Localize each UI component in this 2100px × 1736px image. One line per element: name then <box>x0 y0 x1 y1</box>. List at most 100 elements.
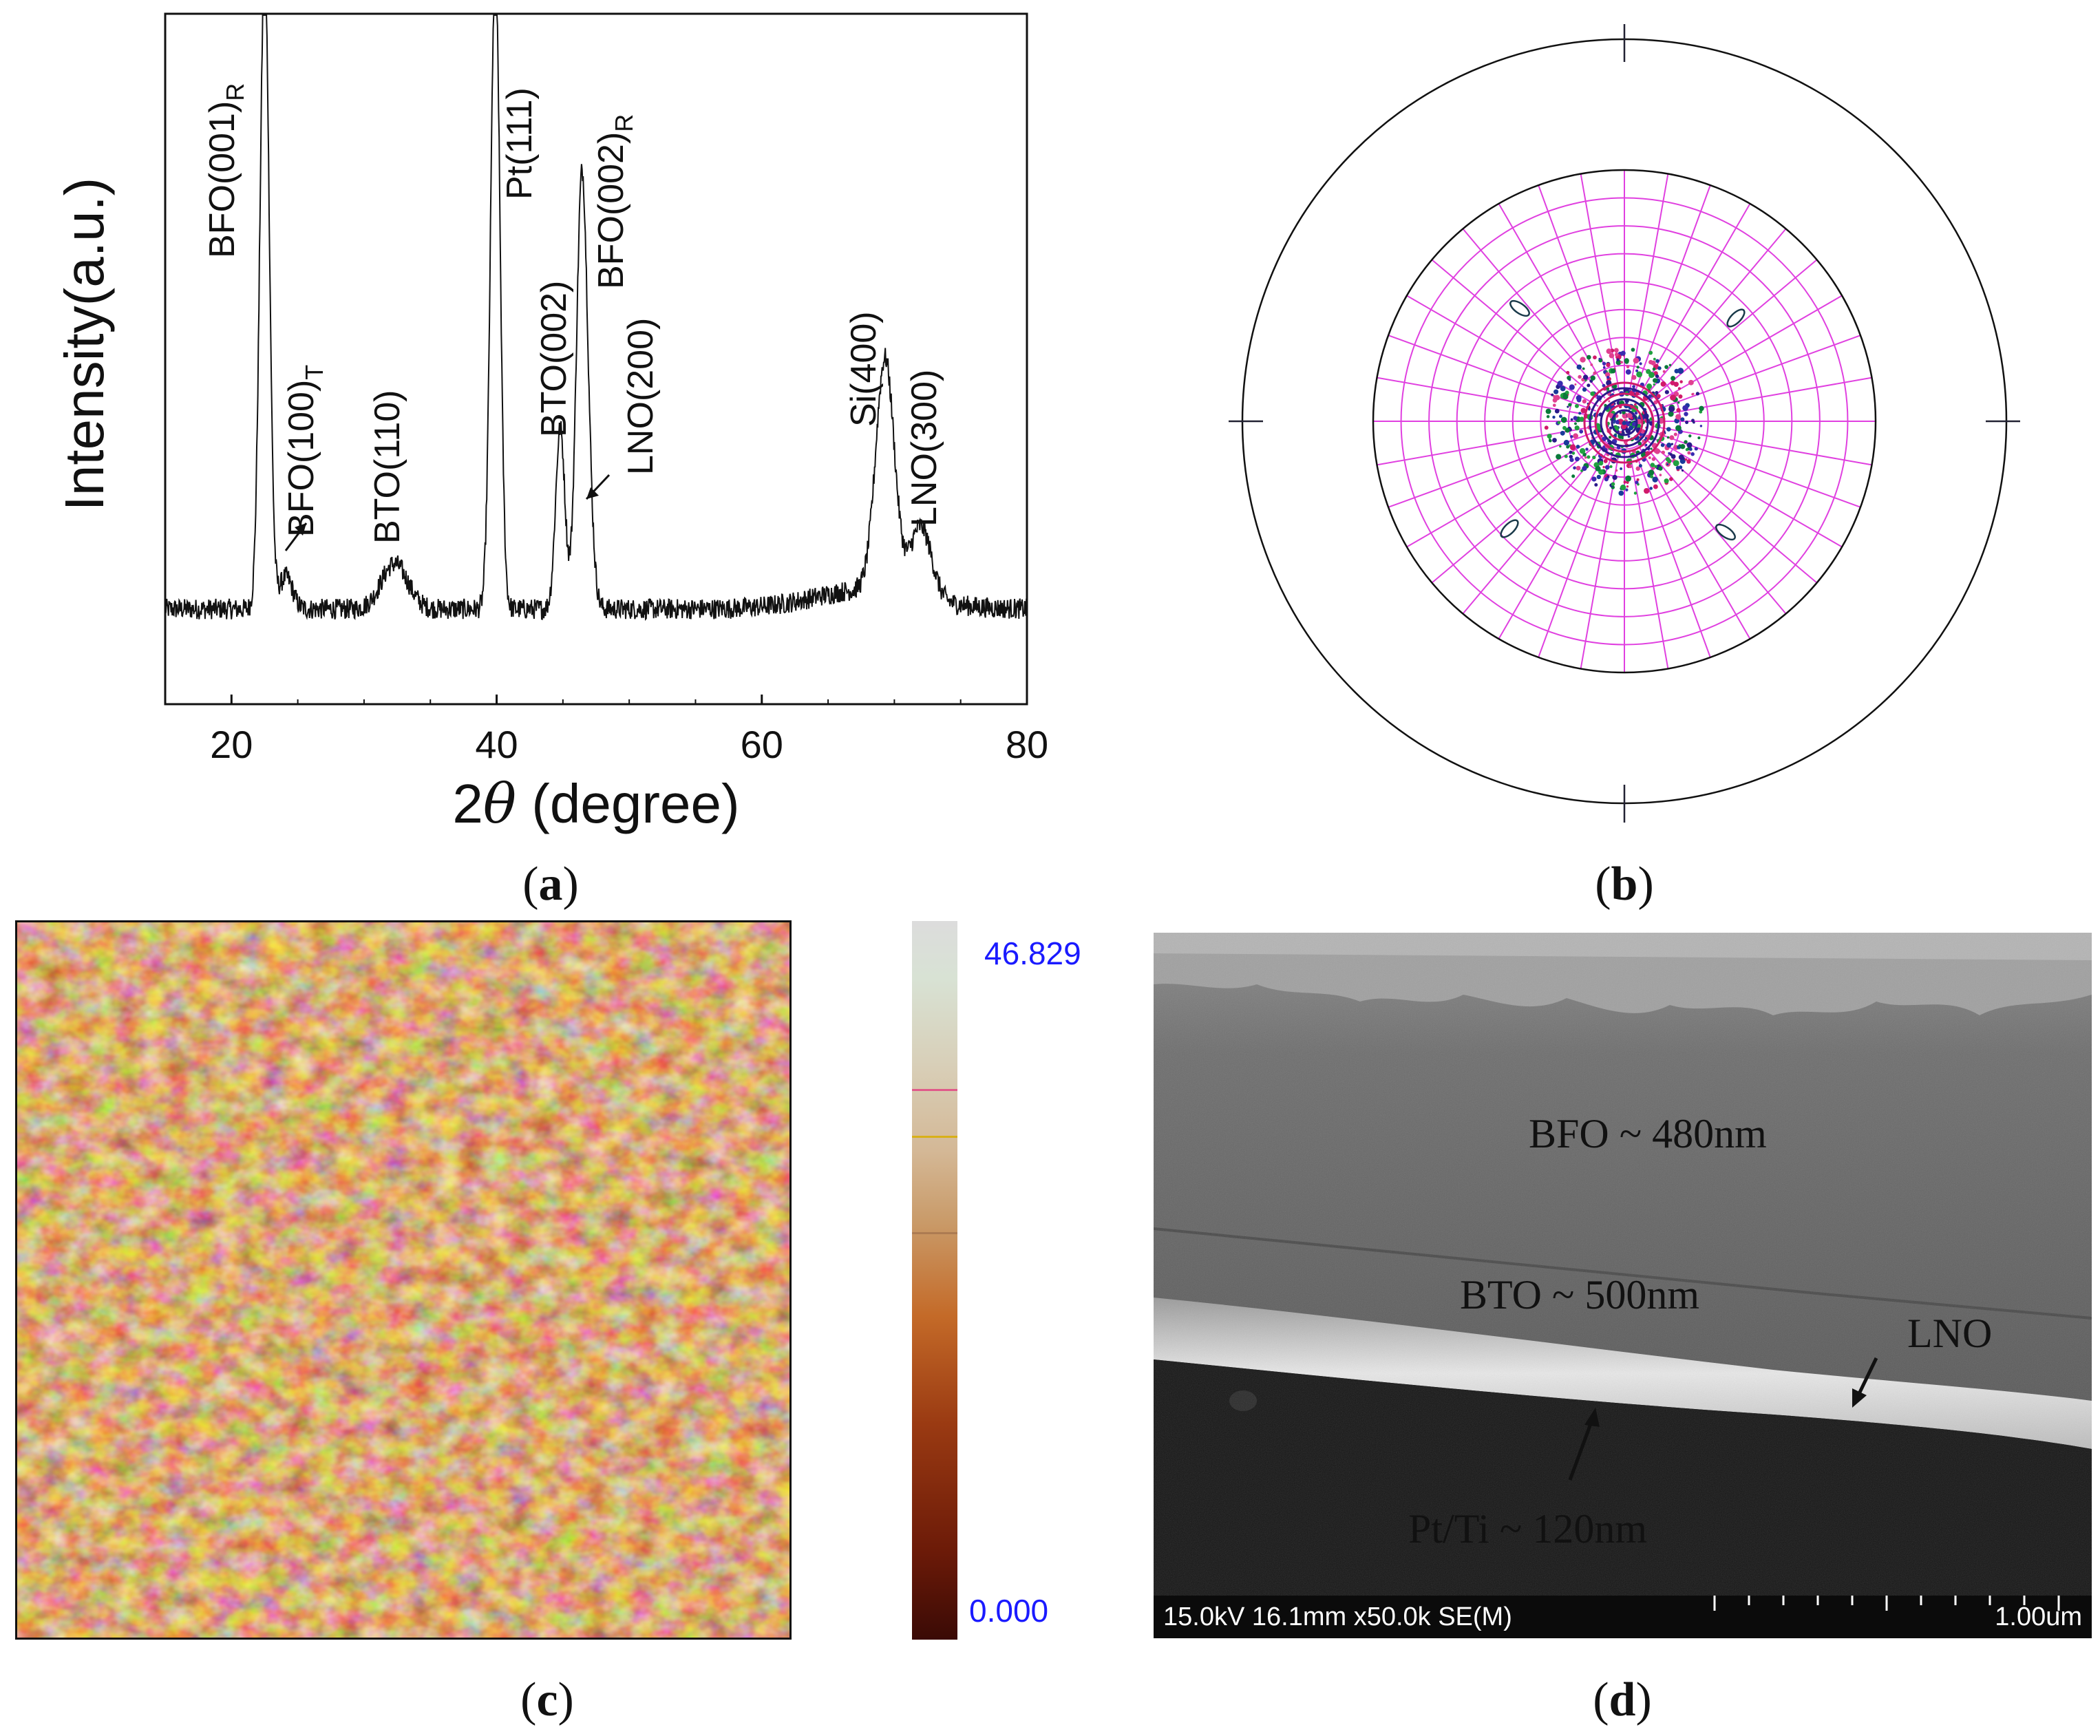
center-dot <box>1632 385 1635 389</box>
pole-figure <box>1229 24 2020 823</box>
center-dot <box>1545 408 1551 414</box>
grid-spoke <box>1653 377 1872 417</box>
center-dot <box>1613 421 1615 424</box>
center-dot <box>1633 491 1637 495</box>
colorbar-max-value: 46.829 <box>984 935 1081 971</box>
center-dot <box>1658 466 1663 471</box>
center-dot <box>1609 352 1615 359</box>
peak-annotations: BFO(001)R BFO(100)T BTO(110) Pt(111) BTO(002… <box>202 83 944 544</box>
center-dot <box>1671 443 1674 445</box>
center-dot <box>1574 425 1580 431</box>
center-dot <box>1687 451 1691 455</box>
center-dot <box>1580 357 1586 363</box>
center-dot <box>1623 480 1627 484</box>
center-dot <box>1615 420 1620 425</box>
center-dot <box>1653 357 1656 361</box>
center-dot <box>1582 367 1585 370</box>
center-dot <box>1653 378 1657 383</box>
center-dot <box>1668 363 1672 367</box>
grid-spoke <box>1646 440 1818 584</box>
center-dot <box>1649 487 1653 490</box>
center-ring <box>1589 387 1660 458</box>
center-dot <box>1569 450 1573 454</box>
sem-cross-section: BFO ~ 480nm BTO ~ 500nm LNO Pt/Ti ~ 120n… <box>1154 933 2092 1638</box>
center-dot <box>1595 465 1601 472</box>
center-dot <box>1680 417 1685 422</box>
label-bto: BTO ~ 500nm <box>1460 1272 1700 1317</box>
center-dot <box>1638 464 1642 468</box>
grid-spoke <box>1377 425 1595 466</box>
center-dot <box>1562 425 1567 430</box>
sem-acquisition-info: 15.0kV 16.1mm x50.0k SE(M) <box>1163 1602 1512 1631</box>
center-dot <box>1648 350 1653 355</box>
center-dot <box>1576 364 1582 370</box>
center-dot <box>1553 389 1559 394</box>
y-axis-label: Intensity(a.u.) <box>54 178 115 511</box>
afm-image <box>15 920 792 1640</box>
center-dot <box>1675 425 1682 432</box>
x-tick-labels: 20 40 60 80 <box>210 723 1048 766</box>
center-dot <box>1600 434 1603 437</box>
center-dot <box>1593 371 1597 375</box>
center-dot <box>1676 407 1681 413</box>
center-dot <box>1552 398 1558 403</box>
grid-spoke <box>1646 259 1818 403</box>
center-dot <box>1645 443 1648 447</box>
plot-frame <box>164 12 1028 706</box>
center-dot <box>1636 371 1643 378</box>
colorbar-marker-pink <box>912 1089 957 1091</box>
center-dot <box>1636 478 1640 481</box>
center-dot <box>1620 467 1623 470</box>
center-dot <box>1613 348 1619 353</box>
center-dot <box>1620 361 1624 364</box>
center-dot <box>1602 383 1606 388</box>
center-dot <box>1554 408 1560 414</box>
center-dot <box>1625 488 1629 491</box>
center-dot <box>1571 452 1576 455</box>
grid-spoke <box>1652 431 1861 508</box>
center-dot <box>1573 416 1578 421</box>
center-dot <box>1631 374 1637 380</box>
x-tick-label: 20 <box>210 723 253 766</box>
polar-grid <box>1373 170 1876 673</box>
center-dot <box>1694 447 1698 451</box>
center-dot <box>1590 363 1593 366</box>
center-dot <box>1650 447 1653 450</box>
center-dot <box>1682 457 1685 460</box>
center-dot <box>1673 391 1679 397</box>
caption-a: (a) <box>522 858 579 911</box>
scale-bar <box>1713 1596 2060 1611</box>
center-dot <box>1604 465 1610 470</box>
center-dot <box>1574 456 1580 462</box>
center-dot <box>1566 370 1570 374</box>
grid-spoke <box>1634 449 1711 658</box>
center-dot <box>1606 375 1610 379</box>
center-dot <box>1620 350 1626 356</box>
center-dot <box>1587 383 1591 388</box>
center-dot <box>1576 465 1581 471</box>
center-dot <box>1582 452 1587 457</box>
grid-spoke <box>1629 173 1669 392</box>
center-dot <box>1692 392 1695 395</box>
center-dot <box>1661 450 1666 454</box>
center-dot <box>1574 383 1577 386</box>
center-dot <box>1652 367 1656 371</box>
center-dot <box>1675 465 1680 470</box>
center-ring <box>1600 398 1649 447</box>
x-ticks <box>165 695 1028 704</box>
center-dot <box>1569 458 1574 463</box>
center-dot <box>1569 384 1575 390</box>
center-dot <box>1635 466 1640 471</box>
center-dot <box>1684 458 1688 461</box>
center-dot <box>1634 403 1637 406</box>
center-dot <box>1552 415 1556 419</box>
center-dot <box>1625 475 1632 482</box>
caption-d: (d) <box>1593 1673 1652 1726</box>
center-dot <box>1573 466 1576 470</box>
center-dot <box>1690 452 1695 456</box>
center-dot <box>1670 394 1676 401</box>
center-dot <box>1574 403 1579 408</box>
grid-spoke <box>1629 450 1669 669</box>
center-dot <box>1650 463 1655 467</box>
center-dot <box>1564 454 1568 458</box>
